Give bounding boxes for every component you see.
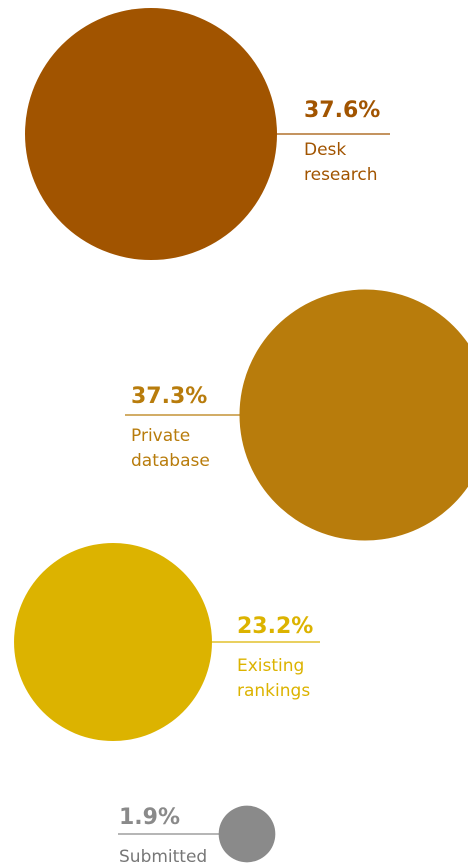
- category-label: Private: [131, 426, 190, 446]
- value-label: 23.2%: [237, 614, 313, 639]
- bubble: [218, 805, 276, 863]
- value-label: 37.6%: [304, 98, 380, 123]
- category-label: research: [304, 165, 378, 185]
- category-label: database: [131, 451, 210, 471]
- bubble: [239, 289, 468, 541]
- bubble-group: 37.6% Desk research: [25, 8, 390, 260]
- category-label: rankings: [237, 681, 310, 701]
- bubble-group: 1.9% Submitted: [118, 805, 276, 867]
- bubble: [14, 543, 212, 741]
- category-label: Submitted: [119, 847, 207, 867]
- category-label: Existing: [237, 656, 304, 676]
- bubble-group: 37.3% Private database: [125, 289, 468, 541]
- value-label: 37.3%: [131, 384, 207, 409]
- category-label: Desk: [304, 140, 346, 160]
- bubble: [25, 8, 277, 260]
- bubble-group: 23.2% Existing rankings: [14, 543, 320, 741]
- value-label: 1.9%: [119, 805, 180, 830]
